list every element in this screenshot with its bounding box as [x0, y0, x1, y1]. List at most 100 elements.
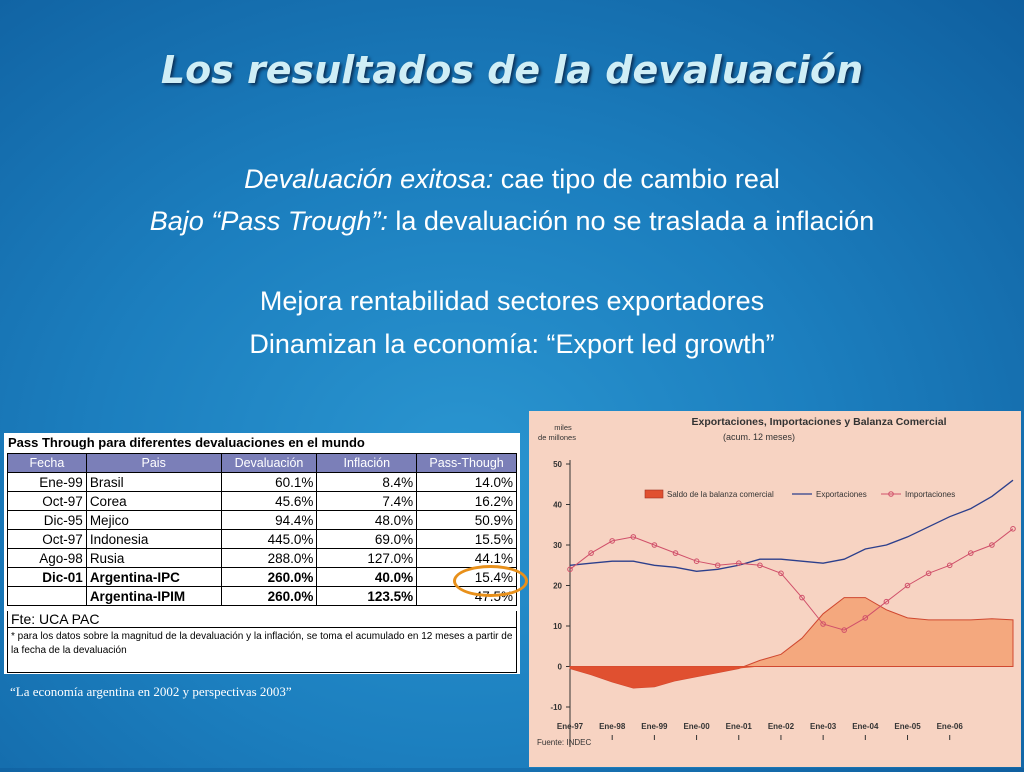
line-devaluacion-exitosa: Devaluación exitosa: cae tipo de cambio … [244, 164, 780, 194]
cell-fecha: Ago-98 [7, 548, 87, 568]
cell-pais: Corea [85, 491, 222, 511]
importaciones-point [862, 615, 869, 621]
y-tick-label: 20 [553, 582, 562, 591]
cell-fecha: Oct-97 [7, 491, 87, 511]
chart-title: Exportaciones, Importaciones y Balanza C… [691, 416, 946, 428]
y-axis-label: miles [554, 423, 572, 432]
y-tick-label: -10 [550, 703, 562, 712]
cell-inflacion: 123.5% [316, 586, 418, 606]
cell-devaluacion: 60.1% [220, 472, 318, 492]
table-title: Pass Through para diferentes devaluacion… [8, 435, 365, 450]
cell-devaluacion: 260.0% [220, 567, 318, 587]
header-inflacion: Inflación [316, 453, 418, 473]
table-row: Dic-01 Argentina-IPC 260.0% 40.0% 15.4% [7, 567, 517, 587]
legend-marker-importaciones [888, 491, 894, 497]
cell-inflacion: 7.4% [316, 491, 418, 511]
x-tick-label: Ene-03 [810, 722, 837, 731]
cell-pais: Brasil [85, 472, 222, 492]
cell-pass-though: 50.9% [416, 510, 517, 530]
trade-chart: miles de millones Exportaciones, Importaci… [529, 411, 1021, 767]
importaciones-point [567, 566, 573, 573]
x-tick-label: Ene-05 [894, 722, 921, 731]
line-pass-trough: Bajo “Pass Trough”: la devaluación no se… [149, 206, 875, 236]
importaciones-point [799, 594, 805, 601]
importaciones-point [757, 562, 763, 569]
cell-inflacion: 40.0% [316, 567, 418, 587]
cell-devaluacion: 260.0% [220, 586, 318, 606]
cell-fecha: Oct-97 [7, 529, 87, 549]
cell-fecha [7, 586, 87, 606]
series-line-importaciones [569, 528, 1014, 631]
x-tick-label: Ene-00 [683, 722, 710, 731]
pass-through-table-panel: Pass Through para diferentes devaluacion… [4, 433, 528, 674]
importaciones-point [820, 621, 826, 627]
y-tick-label: 30 [553, 541, 562, 550]
cell-inflacion: 8.4% [316, 472, 418, 492]
cell-fecha: Dic-01 [7, 567, 87, 587]
table-row: Ago-98 Rusia 288.0% 127.0% 44.1% [7, 548, 517, 568]
cell-pais: Argentina-IPC [85, 567, 222, 587]
chart-subtitle: (acum. 12 meses) [723, 432, 795, 442]
importaciones-point [841, 627, 848, 633]
importaciones-point [883, 598, 890, 605]
y-tick-label: 40 [553, 501, 562, 510]
y-tick-label: 10 [553, 622, 562, 631]
importaciones-point [609, 538, 615, 544]
slide-title: Los resultados de la devaluación [160, 48, 864, 92]
importaciones-point [672, 550, 679, 556]
header-pais: Pais [85, 453, 222, 473]
header-pass-though: Pass-Though [416, 453, 517, 473]
cell-devaluacion: 288.0% [220, 548, 318, 568]
series-area-saldo [569, 597, 1014, 689]
table-header-row: Fecha Pais Devaluación Inflación Pass-Th… [7, 453, 517, 473]
citation: “La economía argentina en 2002 y perspec… [10, 684, 292, 699]
pass-through-table: Fecha Pais Devaluación Inflación Pass-Th… [7, 453, 517, 606]
importaciones-point [714, 562, 721, 569]
table-row: Dic-95 Mejico 94.4% 48.0% 50.9% [7, 510, 517, 530]
cell-pais: Argentina-IPIM [85, 586, 222, 606]
x-tick-label: Ene-98 [599, 722, 626, 731]
line-mejora-rentabilidad: Mejora rentabilidad sectores exportadore… [259, 286, 765, 316]
x-tick-label: Ene-06 [937, 722, 964, 731]
table-row: Argentina-IPIM 260.0% 123.5% 47.5% [7, 586, 517, 606]
cell-pass-though: 44.1% [416, 548, 517, 568]
cell-fecha: Dic-95 [7, 510, 87, 530]
importaciones-point [989, 542, 995, 548]
table-note: * para los datos sobre la magnitud de la… [11, 631, 513, 656]
importaciones-point [651, 542, 658, 548]
y-tick-label: 50 [553, 460, 562, 469]
x-tick-label: Ene-97 [557, 722, 584, 731]
cell-devaluacion: 445.0% [220, 529, 318, 549]
importaciones-point [946, 562, 953, 569]
line-export-led-growth: Dinamizan la economía: “Export led growt… [249, 329, 775, 359]
cell-devaluacion: 94.4% [220, 510, 318, 530]
importaciones-point [904, 582, 911, 589]
cell-fecha: Ene-99 [7, 472, 87, 492]
cell-inflacion: 127.0% [316, 548, 418, 568]
table-row: Ene-99 Brasil 60.1% 8.4% 14.0% [7, 472, 517, 492]
importaciones-point [1010, 526, 1016, 532]
y-axis-label: de millones [538, 433, 576, 442]
table-row: Oct-97 Corea 45.6% 7.4% 16.2% [7, 491, 517, 511]
table-source: Fte: UCA PAC [8, 611, 516, 628]
cell-pass-though: 14.0% [416, 472, 517, 492]
legend-swatch-saldo [644, 489, 664, 499]
x-tick-label: Ene-99 [641, 722, 668, 731]
series-line-exportaciones [569, 479, 1014, 572]
importaciones-point [630, 534, 637, 540]
importaciones-point [968, 550, 974, 556]
header-devaluacion: Devaluación [220, 453, 318, 473]
cell-pais: Indonesia [85, 529, 222, 549]
cell-pais: Rusia [85, 548, 222, 568]
cell-inflacion: 48.0% [316, 510, 418, 530]
legend-label-importaciones: Importaciones [905, 490, 955, 499]
cell-pass-though: 15.5% [416, 529, 517, 549]
cell-pass-though: 16.2% [416, 491, 517, 511]
table-footer: Fte: UCA PAC * para los datos sobre la m… [7, 611, 517, 673]
legend-label-exportaciones: Exportaciones [816, 490, 867, 499]
x-tick-label: Ene-01 [726, 722, 753, 731]
importaciones-point [736, 560, 742, 566]
series-area-saldo-negative [570, 666, 1013, 688]
importaciones-point [693, 558, 700, 564]
